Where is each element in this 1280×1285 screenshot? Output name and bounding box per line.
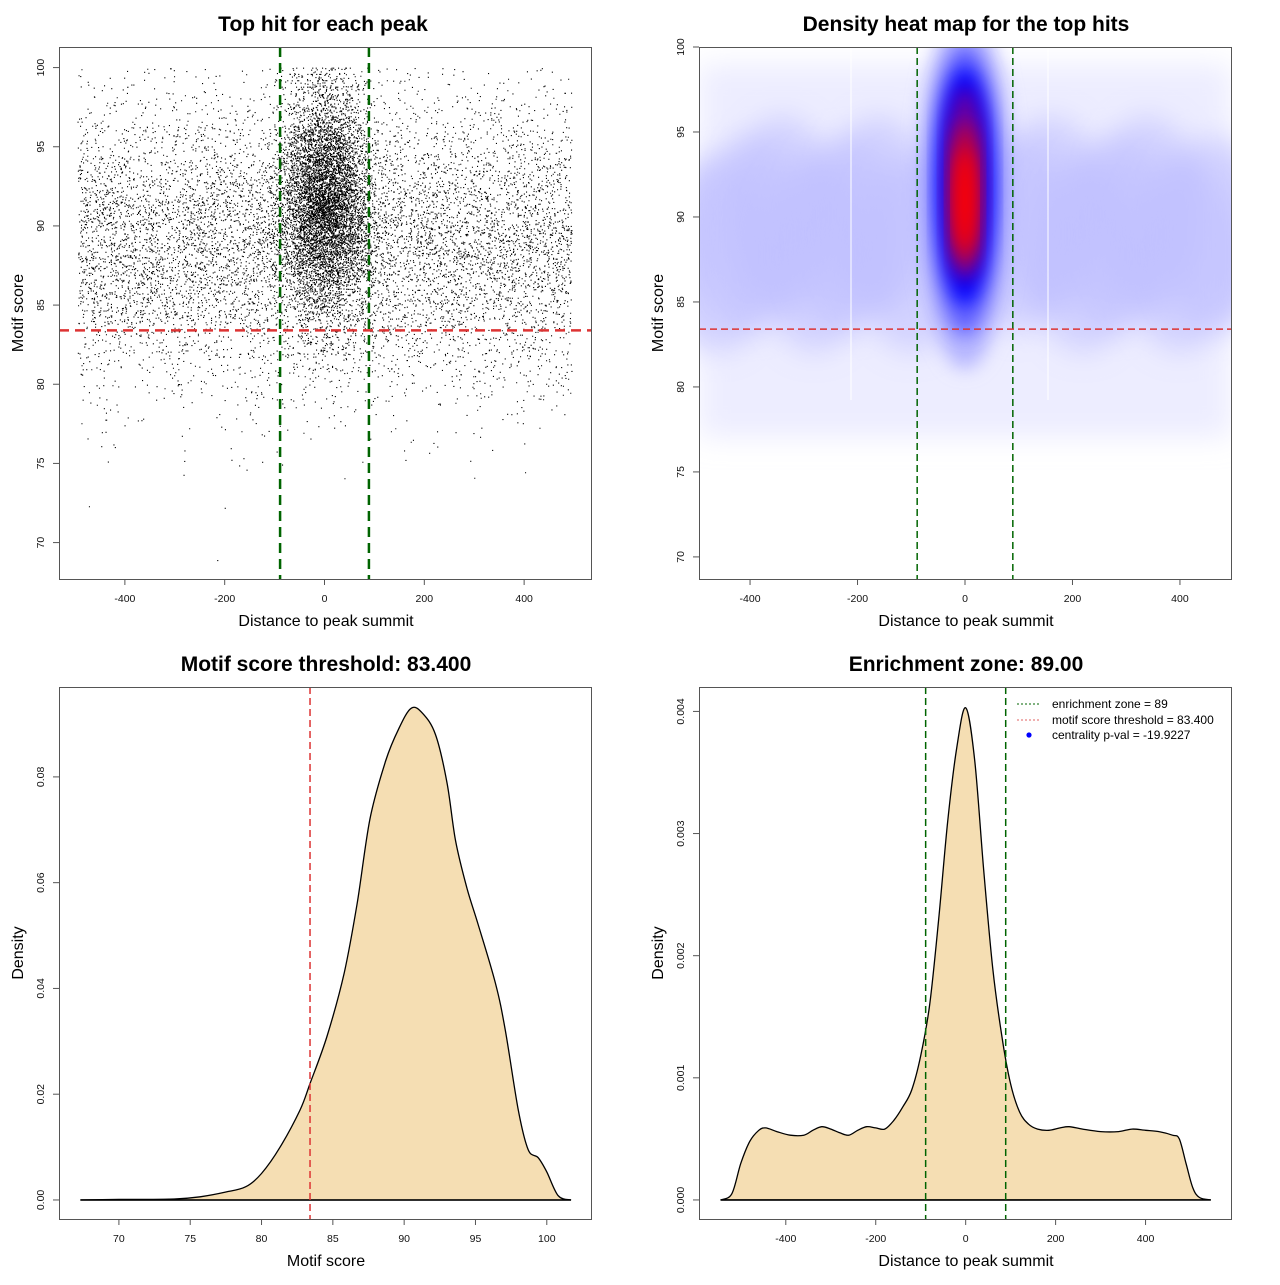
- score-x-tick-label: 90: [398, 1233, 410, 1245]
- score-x-tick-label: 100: [538, 1233, 556, 1245]
- distance-density-title: Enrichment zone: 89.00: [849, 653, 1084, 676]
- scatter-x-tick-label: -200: [214, 593, 235, 605]
- scatter-y-tick-label: 95: [35, 141, 47, 153]
- heatmap-y-tick-label: 85: [675, 296, 687, 308]
- heatmap-density: [699, 47, 1231, 438]
- panel-score-density: Motif score threshold: 83.400 70 75 80 85 90…: [10, 653, 592, 1270]
- legend-blue-dot-icon: [1026, 732, 1032, 738]
- heatmap-y-tick-label: 80: [675, 381, 687, 393]
- legend-item-threshold: motif score threshold = 83.400: [1052, 713, 1214, 727]
- heatmap-y-tick-label: 100: [675, 38, 687, 56]
- scatter-y-tick-label: 85: [35, 299, 47, 311]
- score-y-tick-label: 0.08: [35, 767, 47, 788]
- heatmap-x-tick-label: 200: [1064, 593, 1082, 605]
- scatter-x-tick-label: -400: [114, 593, 135, 605]
- score-y-tick-label: 0.02: [35, 1084, 47, 1105]
- scatter-xlabel: Distance to peak summit: [238, 613, 414, 630]
- score-density-ylabel: Density: [10, 926, 27, 979]
- heatmap-title: Density heat map for the top hits: [803, 13, 1130, 36]
- scatter-title: Top hit for each peak: [218, 13, 428, 36]
- distance-x-tick-label: 400: [1137, 1233, 1155, 1245]
- scatter-y-tick-label: 90: [35, 220, 47, 232]
- heatmap-x-tick-label: -400: [740, 593, 761, 605]
- distance-y-tick-label: 0.001: [675, 1065, 687, 1091]
- distance-y-tick-label: 0.003: [675, 820, 687, 846]
- distance-x-tick-label: 0: [963, 1233, 969, 1245]
- distance-x-tick-label: -400: [775, 1233, 796, 1245]
- score-density-xlabel: Motif score: [287, 1253, 365, 1270]
- heatmap-y-tick-label: 70: [675, 551, 687, 563]
- score-x-tick-label: 70: [113, 1233, 125, 1245]
- panel-scatter: Top hit for each peak -400 -200 0 200 400 70…: [10, 13, 592, 630]
- heatmap-y-tick-label: 90: [675, 211, 687, 223]
- scatter-ylabel: Motif score: [10, 274, 27, 352]
- score-x-tick-label: 75: [184, 1233, 196, 1245]
- scatter-point: [77, 67, 573, 562]
- score-density-area: [80, 706, 572, 1201]
- distance-density-area: [720, 707, 1211, 1201]
- score-x-tick-label: 85: [327, 1233, 339, 1245]
- heatmap-xlabel: Distance to peak summit: [878, 613, 1054, 630]
- scatter-y-tick-label: 80: [35, 378, 47, 390]
- scatter-plot-frame: [59, 47, 592, 580]
- scatter-points: [77, 67, 573, 562]
- distance-x-tick-label: -200: [865, 1233, 886, 1245]
- scatter-x-tick-label: 200: [416, 593, 434, 605]
- scatter-y-tick-label: 75: [35, 457, 47, 469]
- score-density-title: Motif score threshold: 83.400: [181, 653, 472, 676]
- score-x-tick-label: 80: [256, 1233, 268, 1245]
- scatter-x-tick-label: 0: [322, 593, 328, 605]
- heatmap-y-tick-label: 75: [675, 466, 687, 478]
- legend: enrichment zone = 89 motif score thresho…: [1017, 697, 1214, 742]
- distance-x-tick-label: 200: [1047, 1233, 1065, 1245]
- heatmap-x-tick-label: 400: [1171, 593, 1189, 605]
- scatter-x-tick-label: 400: [515, 593, 533, 605]
- heatmap-y-tick-label: 95: [675, 126, 687, 138]
- score-y-tick-label: 0.04: [35, 978, 47, 999]
- scatter-y-tick-label: 100: [35, 59, 47, 77]
- distance-density-ylabel: Density: [650, 926, 667, 979]
- legend-item-enrichment: enrichment zone = 89: [1052, 697, 1168, 711]
- distance-y-tick-label: 0.002: [675, 942, 687, 968]
- score-y-tick-label: 0.06: [35, 872, 47, 893]
- heatmap-ylabel: Motif score: [650, 274, 667, 352]
- heatmap-hotspot-layer: [954, 148, 976, 252]
- heatmap-x-tick-label: 0: [962, 593, 968, 605]
- legend-item-centrality: centrality p-val = -19.9227: [1052, 728, 1191, 742]
- distance-y-tick-label: 0.004: [675, 698, 687, 724]
- scatter-y-tick-label: 70: [35, 537, 47, 549]
- heatmap-x-tick-label: -200: [847, 593, 868, 605]
- panel-distance-density: Enrichment zone: 89.00 -400 -200 0 200 400 0…: [650, 653, 1232, 1270]
- score-x-tick-label: 95: [470, 1233, 482, 1245]
- panel-heatmap: Density heat map for the top hits -400 -2…: [650, 13, 1232, 630]
- distance-y-tick-label: 0.000: [675, 1187, 687, 1213]
- distance-density-xlabel: Distance to peak summit: [878, 1253, 1054, 1270]
- score-y-tick-label: 0.00: [35, 1190, 47, 1211]
